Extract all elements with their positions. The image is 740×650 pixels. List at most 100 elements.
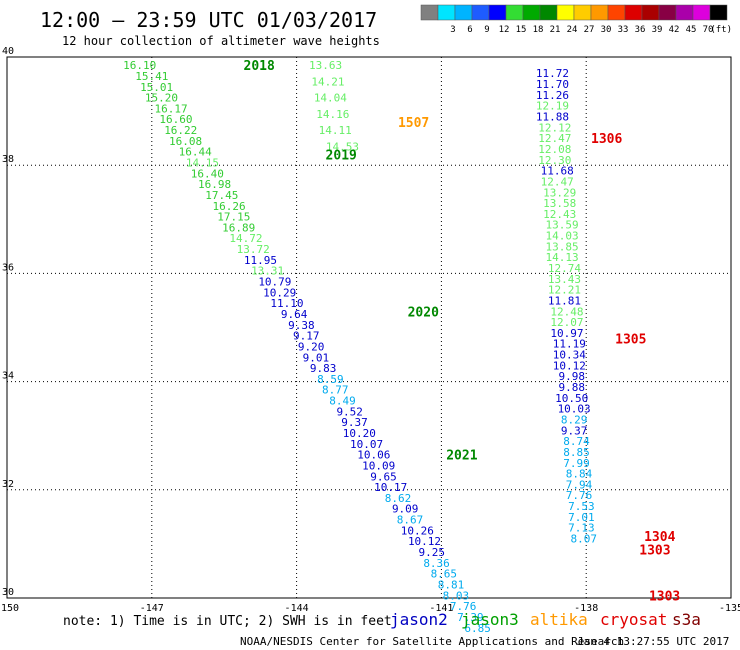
wave-height-label: 8.36	[423, 557, 450, 570]
wave-height-label: 12.08	[538, 143, 571, 156]
color-swatch	[658, 4, 677, 21]
wave-height-label: 12.12	[538, 121, 571, 134]
color-swatch	[454, 4, 473, 21]
wave-height-label: 11.88	[536, 111, 569, 124]
series-jason3: 16.1015.4115.0115.2016.1716.6016.2216.08…	[123, 59, 491, 635]
wave-height-label: 10.20	[343, 427, 376, 440]
color-swatch	[573, 4, 592, 21]
color-scale-label: 9	[484, 25, 489, 35]
legend-cryosat: cryosat	[600, 610, 667, 629]
wave-height-label: 7.01	[568, 511, 595, 524]
color-swatch	[505, 4, 524, 21]
legend-s3a: s3a	[672, 610, 701, 629]
wave-height-label: 10.06	[357, 449, 390, 462]
wave-height-label: 10.97	[550, 327, 583, 340]
wave-height-label: 6.85	[464, 622, 491, 635]
wave-height-label: 11.70	[536, 78, 569, 91]
y-tick-label: 40	[2, 46, 14, 57]
wave-height-label: 12.30	[538, 154, 571, 167]
wave-height-label: 8.03	[443, 589, 470, 602]
wave-height-label: 14.16	[316, 108, 349, 121]
color-scale-label: 70	[703, 25, 714, 35]
wave-height-label: 8.74	[563, 435, 590, 448]
satellite-legend: jason2 jason3 altika cryosat s3a	[390, 610, 701, 629]
y-tick-label: 36	[2, 262, 14, 273]
timestamp-text: Jan 4 13:27:55 UTC 2017	[577, 635, 729, 648]
wave-height-label: 9.09	[392, 503, 419, 516]
wave-height-label: 10.12	[553, 359, 586, 372]
color-swatch	[709, 4, 728, 21]
wave-height-label: 9.98	[558, 370, 585, 383]
wave-height-label: 15.01	[140, 81, 173, 94]
color-swatch	[488, 4, 507, 21]
wave-height-label: 10.29	[263, 286, 296, 299]
pass-label: 2018	[244, 59, 275, 74]
wave-height-label: 8.77	[322, 384, 349, 397]
wave-height-label: 8.49	[329, 395, 356, 408]
wave-height-label: 13.29	[543, 186, 576, 199]
wave-height-label: 14.11	[319, 124, 352, 137]
wave-height-label: 16.89	[222, 221, 255, 234]
chart-subtitle: 12 hour collection of altimeter wave hei…	[62, 34, 380, 48]
wave-height-label: 17.45	[205, 189, 238, 202]
color-swatch	[590, 4, 609, 21]
color-scale-label: 39	[652, 25, 663, 35]
wave-height-label: 7.39	[457, 611, 484, 624]
color-scale-unit: (ft)	[710, 25, 732, 35]
wave-height-label: 7.53	[568, 500, 595, 513]
wave-height-label: 12.21	[548, 284, 581, 297]
wave-height-label: 15.41	[135, 70, 168, 83]
wave-height-label: 14.21	[311, 75, 344, 88]
wave-height-label: 9.37	[561, 424, 588, 437]
axis-tick-labels: -150 -147 -144 -141 -138 -135 30 32 34 36 38 40	[0, 46, 740, 614]
wave-height-label: 13.85	[546, 240, 579, 253]
wave-height-label: 11.10	[270, 297, 303, 310]
wave-height-label: 8.62	[385, 492, 412, 505]
y-tick-label: 34	[2, 371, 14, 382]
wave-height-label: 9.20	[298, 340, 325, 353]
wave-height-label: 8.65	[431, 568, 458, 581]
wave-height-label: 9.38	[288, 319, 315, 332]
color-scale-label: 36	[635, 25, 646, 35]
wave-height-label: 9.64	[281, 308, 308, 321]
wave-height-label: 7.99	[563, 457, 590, 470]
wave-height-label: 9.17	[293, 330, 320, 343]
wave-height-label: 11.26	[536, 89, 569, 102]
wave-height-label: 8.29	[561, 413, 588, 426]
color-swatch	[539, 4, 558, 21]
color-swatch	[675, 4, 694, 21]
pass-label: 2019	[326, 148, 357, 163]
credit-text: NOAA/NESDIS Center for Satellite Applica…	[240, 635, 624, 648]
wave-height-label: 10.12	[408, 535, 441, 548]
chart-title: 12:00 — 23:59 UTC 01/03/2017	[40, 8, 377, 32]
wave-height-label: 7.94	[566, 478, 593, 491]
series-altika: 13.63 14.21 14.04 14.16 14.11 14.53	[309, 59, 359, 153]
color-scale-label: 21	[550, 25, 561, 35]
wave-height-label: 9.37	[341, 416, 368, 429]
wave-height-label: 16.17	[155, 102, 188, 115]
wave-height-label: 10.17	[374, 481, 407, 494]
wave-height-label: 13.72	[237, 243, 270, 256]
wave-height-label: 12.47	[538, 132, 571, 145]
wave-height-label: 7.76	[450, 600, 477, 613]
legend-jason3: jason3	[461, 610, 519, 629]
wave-height-label: 8.07	[571, 532, 598, 545]
wave-height-label: 8.67	[397, 514, 424, 527]
x-tick-label: -144	[285, 603, 309, 614]
wave-height-label: 12.07	[550, 316, 583, 329]
color-swatch	[692, 4, 711, 21]
color-swatch	[437, 4, 456, 21]
wave-height-label: 12.47	[541, 175, 574, 188]
wave-height-label: 14.13	[546, 251, 579, 264]
color-scale-label: 12	[499, 25, 510, 35]
wave-height-label: 11.95	[244, 254, 277, 267]
wave-height-label: 8.59	[317, 373, 344, 386]
wave-height-label: 9.01	[303, 351, 330, 364]
wave-height-label: 8.81	[438, 578, 465, 591]
wave-height-label: 12.48	[550, 305, 583, 318]
x-tick-label: -138	[574, 603, 598, 614]
wave-height-label: 13.59	[546, 219, 579, 232]
color-scale-legend: 3 6 9 12 15 18 21 24 27 30 33 36 39 42 45 70(ft)	[420, 4, 732, 35]
wave-height-label: 16.44	[179, 146, 212, 159]
wave-height-label: 9.65	[370, 470, 397, 483]
